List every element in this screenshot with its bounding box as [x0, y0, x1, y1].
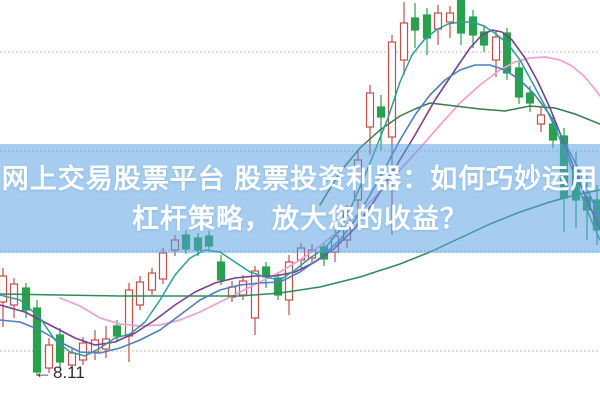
headline-title-line1: 网上交易股票平台 股票投资利器：如何巧妙运用 [1, 163, 599, 194]
candle-up [124, 283, 134, 362]
candle-up [135, 276, 145, 310]
candle-up [147, 268, 157, 295]
candle-up [284, 255, 294, 315]
candle-down [468, 10, 478, 48]
candle-down [261, 262, 271, 288]
low-price-value: 8.11 [53, 363, 85, 382]
headline-title-line2: 杠杆策略，放大您的收益？ [132, 203, 468, 234]
left-arrow-icon: ← [34, 362, 52, 382]
low-price-annotation: ←8.11 [34, 362, 85, 383]
candle-up [44, 338, 54, 373]
candle-up [399, 2, 409, 75]
candle-up [445, 6, 455, 38]
headline-overlay-band: 网上交易股票平台 股票投资利器：如何巧妙运用 杠杆策略，放大您的收益？ [0, 144, 600, 253]
candle-down [32, 300, 42, 376]
candle-up [158, 248, 168, 284]
candle-down [479, 25, 489, 52]
candle-down [410, 3, 420, 48]
candle-up [365, 85, 375, 155]
candle-down [55, 328, 65, 368]
candle-up [227, 281, 237, 302]
candle-down [273, 272, 283, 300]
candle-up [536, 107, 546, 132]
candle-up [0, 268, 8, 327]
candle-up [433, 5, 443, 45]
candle-down [422, 8, 432, 55]
candle-up [491, 30, 501, 77]
candle-down [376, 95, 386, 150]
candle-down [216, 255, 226, 285]
